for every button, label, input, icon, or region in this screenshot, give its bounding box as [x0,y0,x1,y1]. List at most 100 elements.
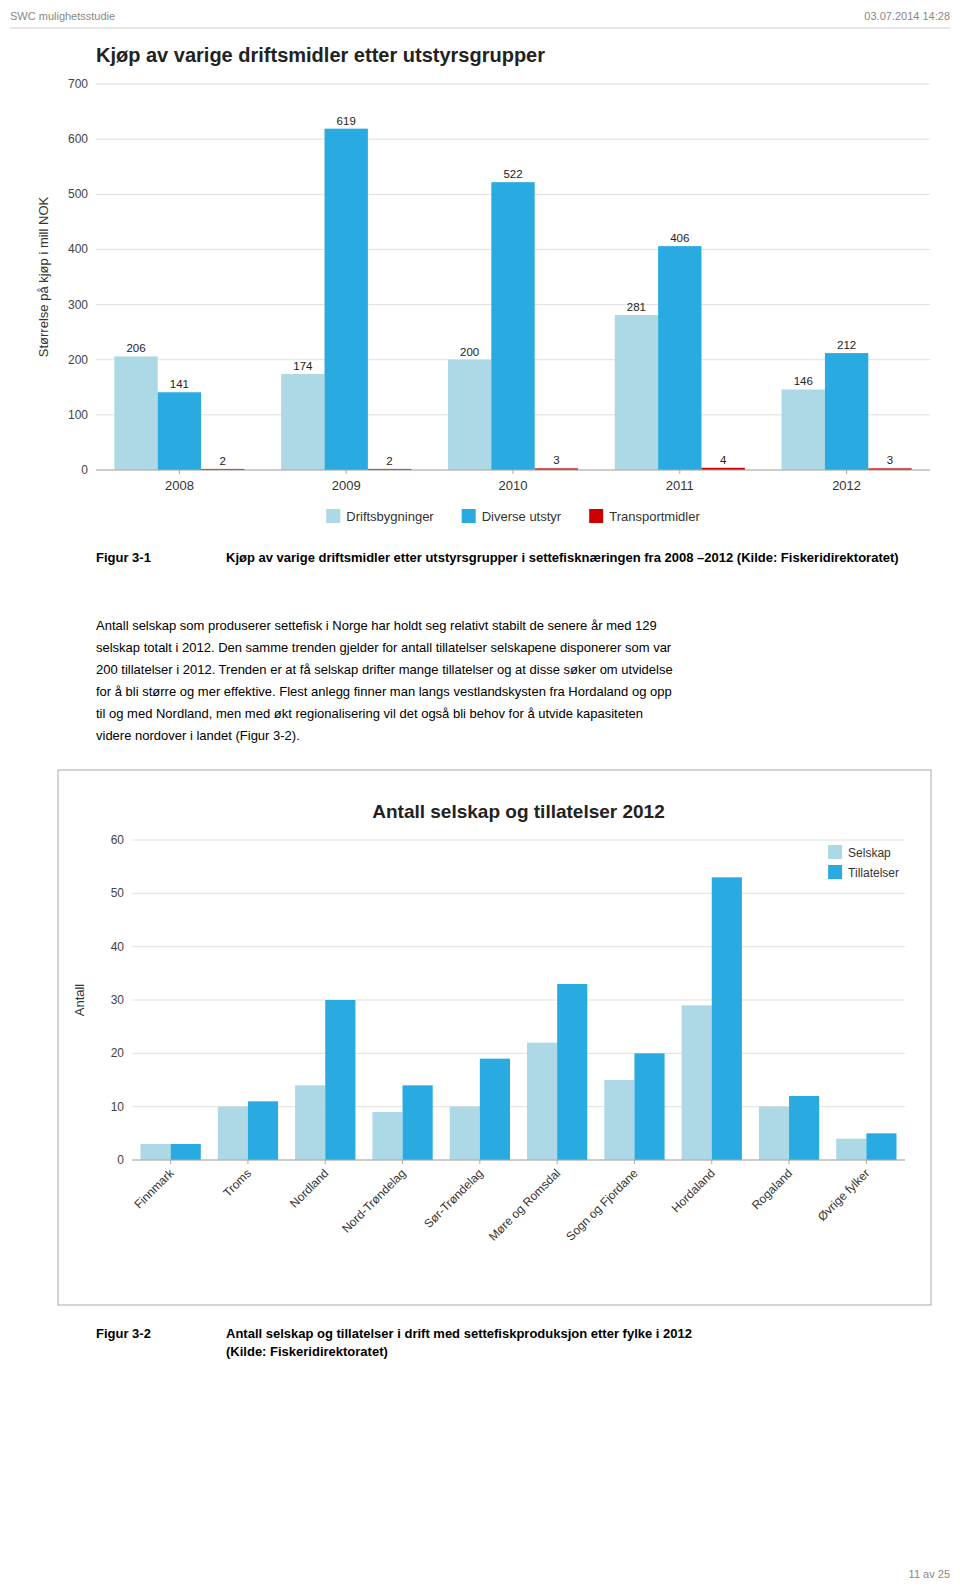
grid-line [96,139,930,140]
data-label: 3 [553,454,559,466]
data-label: 212 [837,339,856,351]
data-label: 522 [503,168,522,180]
y-tick-label: 600 [68,132,88,146]
legend-label: Transportmidler [609,509,700,524]
x-tick-label: Sogn og Fjordane [563,1166,641,1244]
legend-item: Transportmidler [589,509,700,524]
figure-caption: Figur 3-1 Kjøp av varige driftsmidler ett… [96,550,899,565]
y-tick-label: 100 [68,408,88,422]
bar: Troms – Selskap: 10 [218,1107,248,1160]
bar: Finnmark – Selskap: 3 [141,1144,171,1160]
background [0,0,960,1590]
bar-chart: Kjøp av varige driftsmidler etter utstyr… [36,44,930,524]
legend-label: Tillatelser [848,866,899,880]
caption-text: Antall selskap og tillatelser i drift me… [226,1326,692,1341]
caption-text: Kjøp av varige driftsmidler etter utstyr… [226,550,899,565]
y-tick-label: 700 [68,77,88,91]
x-tick [679,470,680,474]
legend-swatch [326,509,340,523]
data-label: 206 [126,342,145,354]
caption-text: (Kilde: Fiskeridirektoratet) [226,1344,388,1359]
data-label: 174 [293,360,313,372]
y-axis-label: Antall [72,984,87,1017]
bar: Sogn og Fjordane – Tillatelser: 20 [634,1053,664,1160]
x-tick-label: Sør-Trøndelag [421,1166,486,1231]
legend-item: Diverse utstyr [462,509,562,524]
chart-box [58,770,931,1305]
x-tick-label: 2011 [666,478,694,493]
grid-line [132,1053,905,1054]
bars: 2008 – Driftsbygninger: 2062009 – Drifts… [114,129,911,470]
data-label: 2 [386,455,392,467]
x-tick-label: Nord-Trøndelag [339,1166,408,1235]
data-label: 4 [720,454,727,466]
legend-item: Selskap [828,845,891,860]
legend-swatch [828,865,842,879]
x-tick [513,470,514,474]
bar: Nord-Trøndelag – Selskap: 9 [372,1112,402,1160]
x-tick [479,1160,480,1164]
figure-caption: Figur 3-2 Antall selskap og tillatelser i… [96,1326,692,1359]
caption-label: Figur 3-1 [96,550,151,565]
legend-swatch [462,509,476,523]
x-tick-label: Troms [220,1166,254,1200]
chart-title: Antall selskap og tillatelser 2012 [372,801,665,822]
legend-swatch [589,509,603,523]
bar: Nordland – Tillatelser: 30 [325,1000,355,1160]
bar: Finnmark – Tillatelser: 3 [171,1144,201,1160]
x-tick [789,1160,790,1164]
data-label: 146 [794,375,813,387]
chart-title: Kjøp av varige driftsmidler etter utstyr… [96,44,545,66]
legend-label: Diverse utstyr [482,509,562,524]
bar: 2012 – Diverse utstyr: 212 [825,353,868,470]
bar: 2010 – Driftsbygninger: 200 [448,360,491,470]
y-tick-label: 30 [111,993,125,1007]
bar-chart: Antall selskap og tillatelser 2012010203… [72,801,905,1244]
page-number: 11 av 25 [909,1568,950,1580]
text-line: Antall selskap og tillatelser i drift me… [226,1326,692,1341]
body-text: for å bli større og mer effektive. Flest… [96,684,672,699]
x-tick [634,1160,635,1164]
data-label: 406 [670,232,689,244]
y-axis-label: Størrelse på kjøp i mill NOK [36,196,51,357]
bar: 2011 – Driftsbygninger: 281 [615,315,658,470]
page: SWC mulighetsstudie03.07.2014 14:28Kjøp … [0,0,960,1590]
body-text: til og med Nordland, men med økt regiona… [96,706,643,721]
body-text: Antall selskap som produserer settefisk … [96,618,657,633]
x-tick [846,470,847,474]
legend: Selskap Tillatelser [828,845,899,880]
bar: Rogaland – Tillatelser: 12 [789,1096,819,1160]
x-tick-label: Finnmark [132,1166,178,1212]
data-label: 141 [170,378,189,390]
legend-label: Driftsbygninger [346,509,434,524]
data-label: 281 [627,301,646,313]
x-tick-label: Rogaland [749,1166,795,1212]
x-tick [179,470,180,474]
legend-item: Driftsbygninger [326,509,434,524]
bar: Øvrige fylker – Selskap: 4 [836,1139,866,1160]
y-tick-label: 0 [117,1153,124,1167]
data-labels: 20617420028114614161952240621222343 [126,115,893,467]
bar: Troms – Tillatelser: 11 [248,1101,278,1160]
x-tick-label: Øvrige fylker [815,1166,873,1224]
legend: Driftsbygninger Diverse utstyr Transportmi… [326,509,700,524]
y-tick-label: 400 [68,242,88,256]
text-line: Kjøp av varige driftsmidler etter utstyr… [226,550,899,565]
x-tick-label: 2009 [332,478,361,493]
bar: Sogn og Fjordane – Selskap: 15 [604,1080,634,1160]
legend-item: Tillatelser [828,865,899,880]
bar: Møre og Romsdal – Selskap: 22 [527,1043,557,1160]
x-tick-label: 2010 [499,478,528,493]
x-tick [170,1160,171,1164]
text-line: (Kilde: Fiskeridirektoratet) [226,1344,388,1359]
x-tick [402,1160,403,1164]
x-tick [325,1160,326,1164]
y-tick-label: 20 [111,1046,125,1060]
bar: 2008 – Diverse utstyr: 141 [158,392,201,470]
data-label: 619 [337,115,356,127]
legend-label: Selskap [848,846,891,860]
bar: Rogaland – Selskap: 10 [759,1107,789,1160]
y-tick-label: 300 [68,298,88,312]
bar: Nord-Trøndelag – Tillatelser: 14 [403,1085,433,1160]
caption-label: Figur 3-2 [96,1326,151,1341]
